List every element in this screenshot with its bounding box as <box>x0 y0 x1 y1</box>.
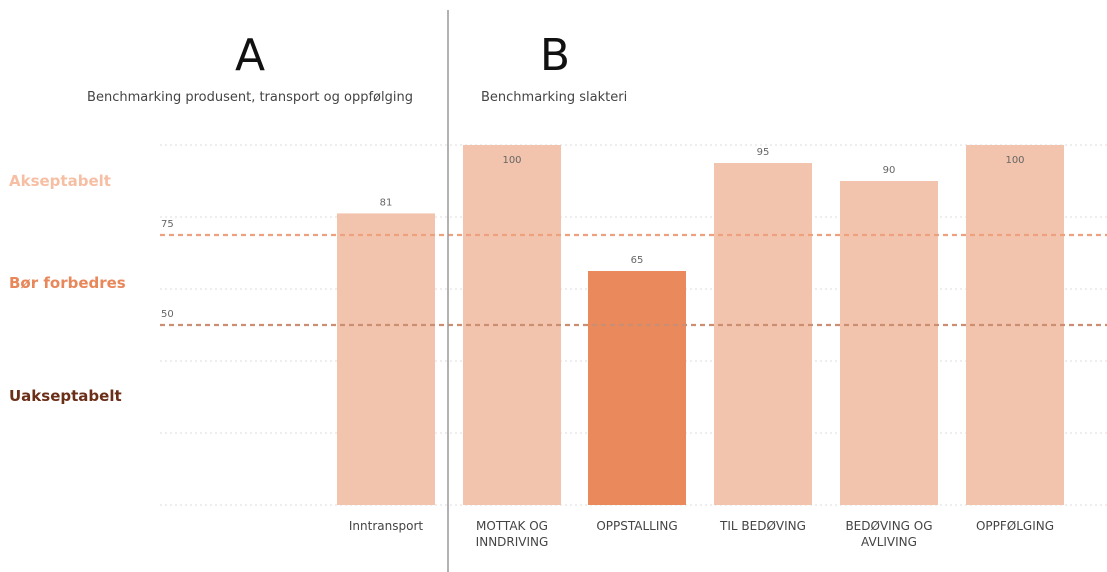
data-label-4: 90 <box>883 165 896 176</box>
tick-label-4: BEDØVING OG AVLIVING <box>845 519 932 549</box>
section-a-subtitle: Benchmarking produsent, transport og opp… <box>87 90 413 105</box>
data-label-3: 95 <box>757 147 770 158</box>
zone-label-bor-forbedres: Bør forbedres <box>9 274 126 292</box>
data-label-1: 100 <box>502 155 521 166</box>
bar-3 <box>714 163 812 505</box>
zone-label-akseptabelt: Akseptabelt <box>9 172 111 190</box>
tick-label-1: MOTTAK OG INNDRIVING <box>476 519 549 549</box>
section-b-letter: B <box>540 30 570 81</box>
section-a-letter: A <box>235 30 265 81</box>
reference-lines: 75 50 <box>160 219 1107 327</box>
data-labels: 81 100 65 95 90 100 <box>380 147 1025 266</box>
bar-4 <box>840 181 938 505</box>
bar-2 <box>588 271 686 505</box>
tick-label-3: TIL BEDØVING <box>719 519 806 533</box>
zone-label-uakseptabelt: Uakseptabelt <box>9 387 122 405</box>
reference-label-75: 75 <box>161 219 174 230</box>
section-b-subtitle: Benchmarking slakteri <box>481 90 627 105</box>
tick-label-2: OPPSTALLING <box>596 519 677 533</box>
data-label-2: 65 <box>631 255 644 266</box>
data-label-0: 81 <box>380 197 393 208</box>
tick-label-0: Inntransport <box>349 519 423 533</box>
reference-label-50: 50 <box>161 309 174 320</box>
data-label-5: 100 <box>1005 155 1024 166</box>
tick-label-5: OPPFØLGING <box>976 519 1054 533</box>
bar-0 <box>337 213 435 505</box>
category-axis: Inntransport MOTTAK OG INNDRIVING OPPSTALLI… <box>349 519 1054 549</box>
